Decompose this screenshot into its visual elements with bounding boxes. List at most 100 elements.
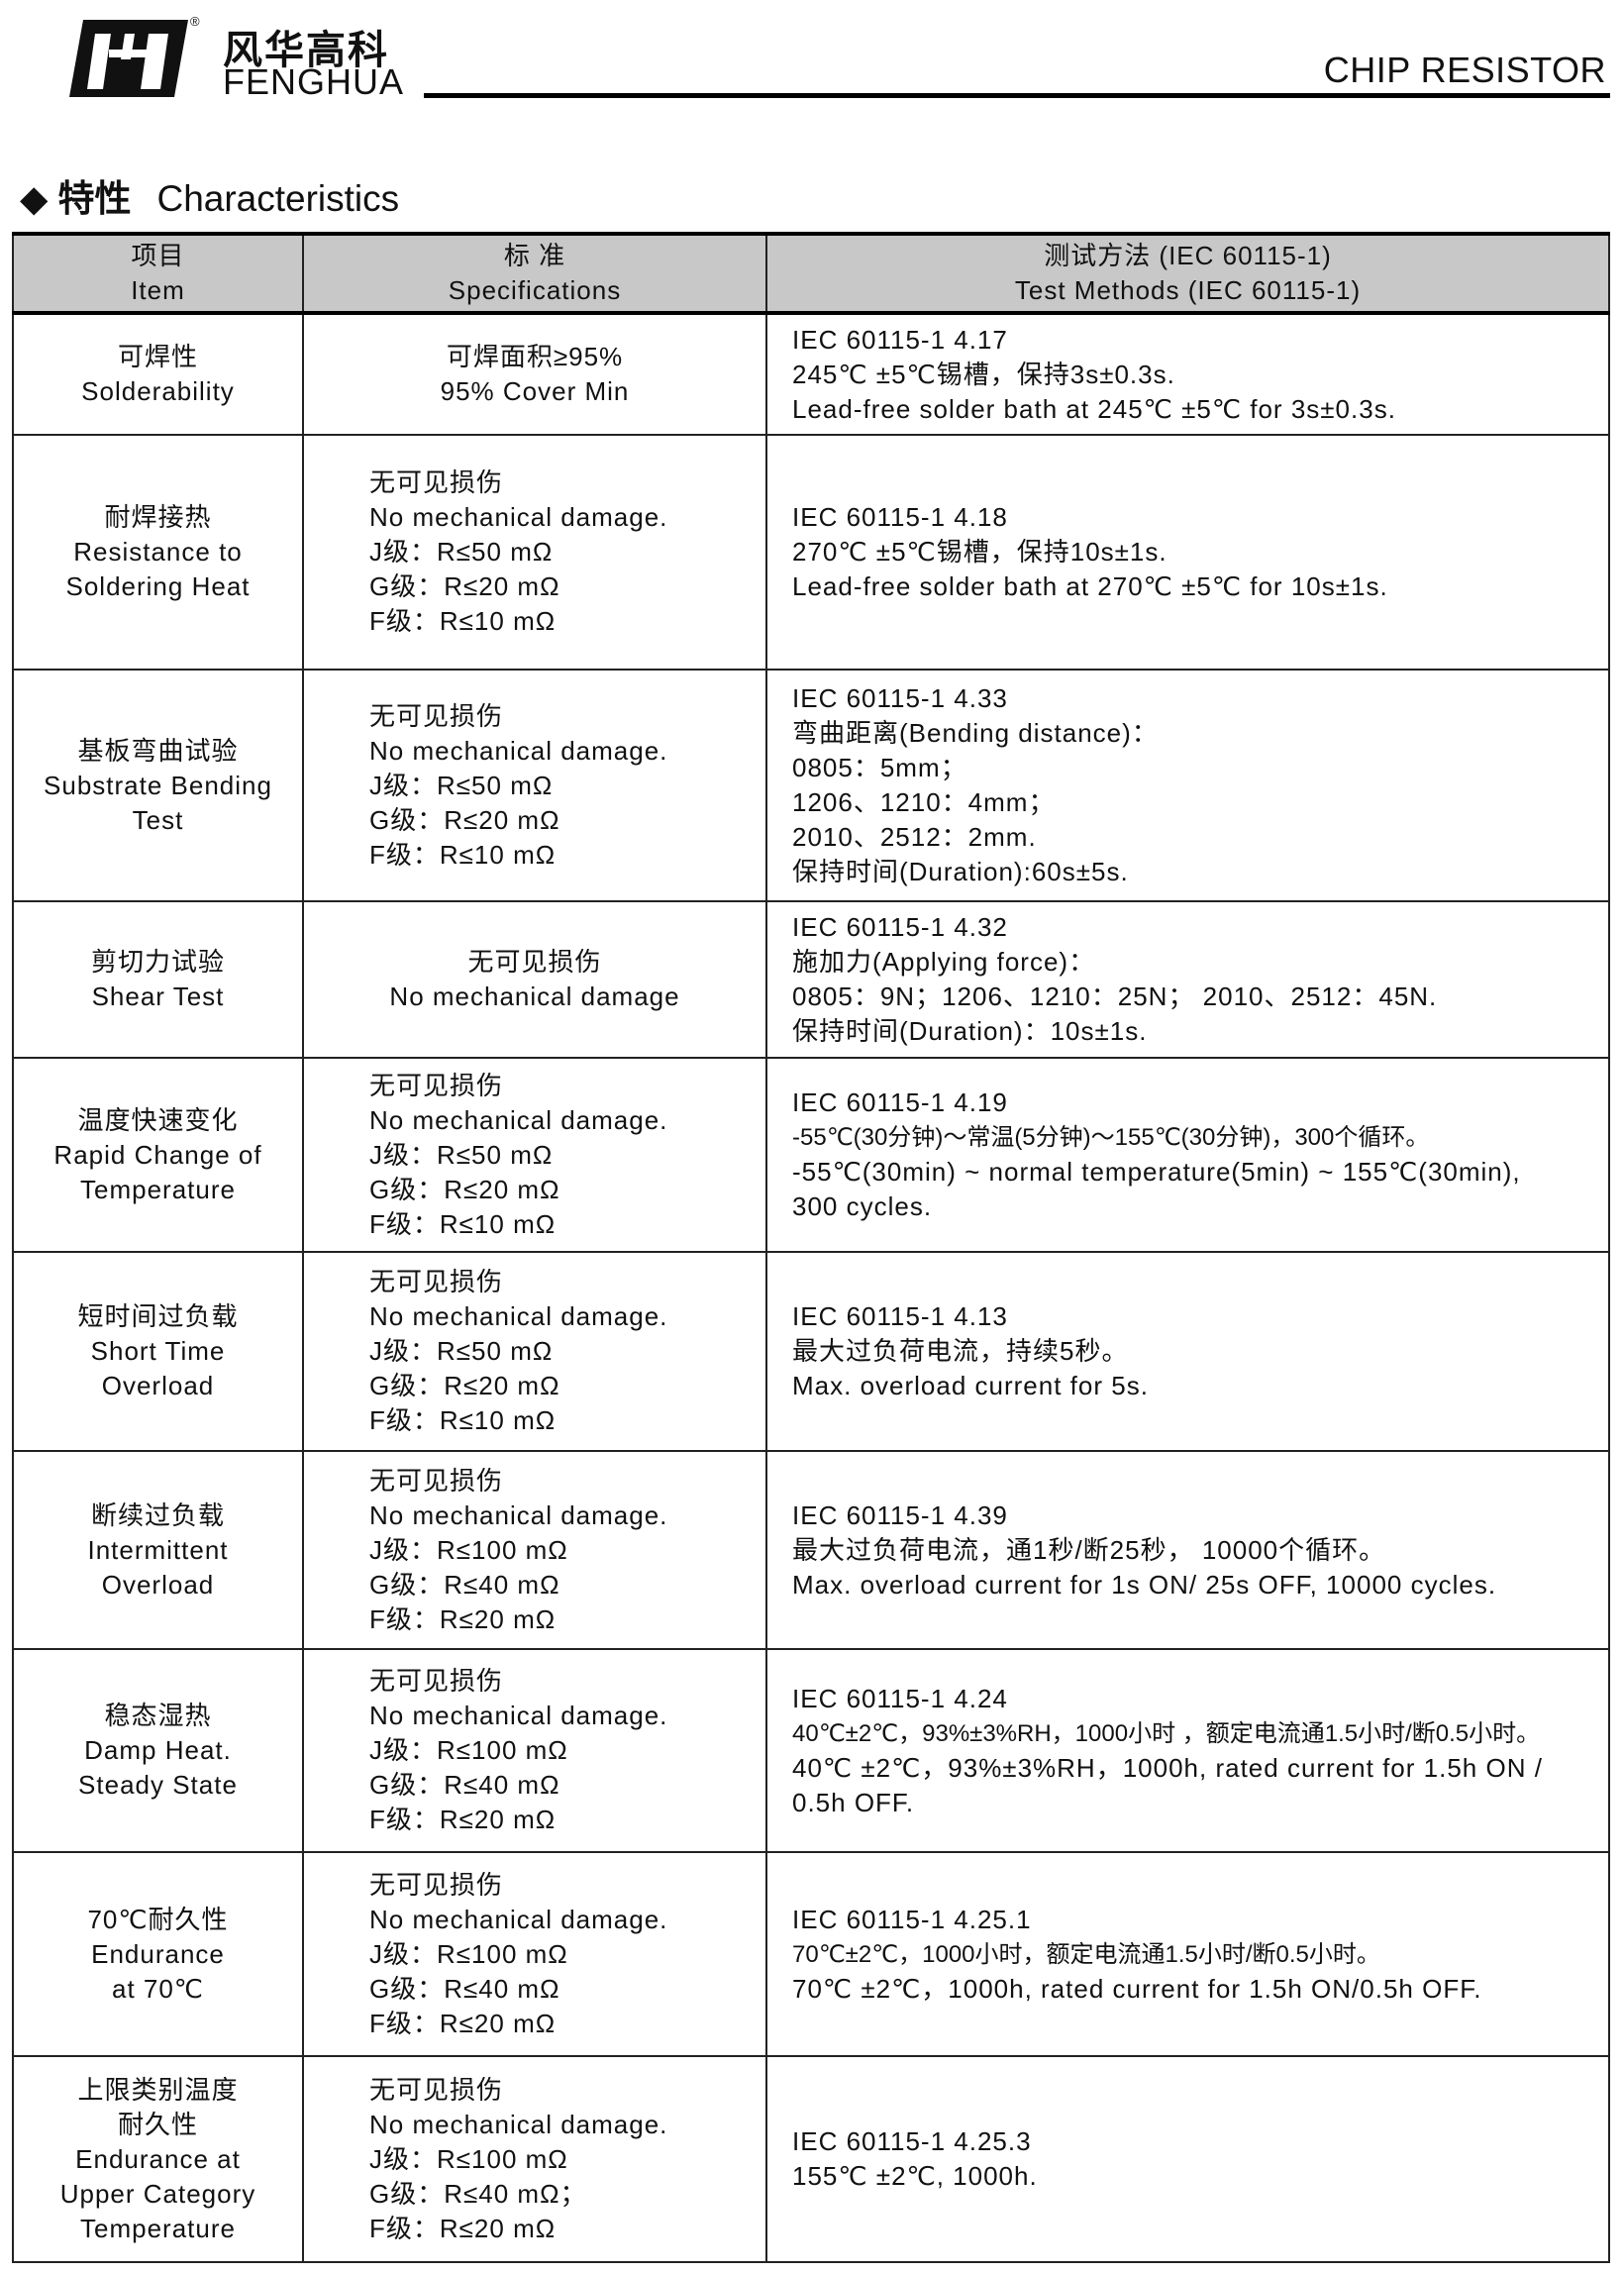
item-cell: 短时间过负载 Short Time Overload [12,1251,304,1452]
item-cell: 可焊性 Solderability [12,312,304,436]
item-cell: 耐焊接热 Resistance to Soldering Heat [12,434,304,671]
spec-line: J级：R≤100 mΩ [369,2143,568,2174]
item-cell: 稳态湿热 Damp Heat. Steady State [12,1648,304,1853]
item-line: 上限类别温度 [77,2074,239,2105]
spec-line: J级：R≤100 mΩ [369,1938,568,1969]
method-cell: IEC 60115-1 4.17 245℃ ±5℃锡槽，保持3s±0.3s. Lea… [765,312,1610,436]
method-line: Max. overload current for 1s ON/ 25s OFF… [792,1569,1497,1600]
item-line: Overload [101,1371,215,1400]
method-line: 245℃ ±5℃锡槽，保持3s±0.3s. [792,359,1175,389]
spec-line: F级：R≤10 mΩ [369,1405,557,1435]
spec-line: 无可见损伤 [369,467,504,497]
method-cell: IEC 60115-1 4.13 最大过负荷电流，持续5秒。 Max. overlo… [765,1251,1610,1452]
table-row: 基板弯曲试验 Substrate Bending Test 无可见损伤 No mecha… [12,669,1610,902]
table-row: 耐焊接热 Resistance to Soldering Heat 无可见损伤 No m… [12,434,1610,671]
spec-line: No mechanical damage. [369,735,668,766]
method-line: 最大过负荷电流，通1秒/断25秒， 10000个循环。 [792,1534,1386,1565]
spec-line: 无可见损伤 [369,1267,504,1296]
item-line: Short Time [90,1336,226,1366]
method-line: 40℃±2℃，93%±3%RH，1000小时 ，额定电流通1.5小时/断0.5小… [792,1719,1541,1747]
table-row: 稳态湿热 Damp Heat. Steady State 无可见损伤 No mechan… [12,1648,1610,1853]
method-line: IEC 60115-1 4.39 [792,1499,1008,1530]
item-line: Resistance to [73,537,243,567]
table-row: 断续过负载 Intermittent Overload 无可见损伤 No mechani… [12,1450,1610,1650]
method-line: IEC 60115-1 4.25.1 [792,1904,1032,1934]
spec-line: G级：R≤40 mΩ [369,1973,560,2004]
item-cell: 70℃耐久性 Endurance at 70℃ [12,1851,304,2057]
spec-line: 无可见损伤 [467,947,602,977]
item-line: 耐焊接热 [104,502,212,532]
column-header-test-methods: 测试方法 (IEC 60115-1) Test Methods (IEC 6011… [765,232,1610,315]
document-title: CHIP RESISTOR [1323,50,1606,90]
spec-line: G级：R≤20 mΩ [369,804,560,835]
item-cell: 上限类别温度 耐久性 Endurance at Upper Category Tempe… [12,2055,304,2263]
item-cell: 剪切力试验 Shear Test [12,900,304,1059]
spec-line: 95% Cover Min [440,376,630,406]
item-line: Damp Heat. [84,1735,232,1765]
method-line: 0805：9N；1206、1210：25N； 2010、2512：45N. [792,982,1438,1011]
method-line: 1206、1210：4mm； [792,787,1056,817]
spec-cell: 无可见损伤 No mechanical damage. J级：R≤50 mΩ G级：R… [302,434,767,671]
method-line: -55℃(30min) ~ normal temperature(5min) ~… [792,1157,1521,1187]
method-line: 保持时间(Duration)：10s±1s. [792,1016,1148,1046]
method-line: 270℃ ±5℃锡槽，保持10s±1s. [792,537,1167,567]
header-rule [424,93,1610,98]
item-line: 断续过负载 [90,1499,225,1530]
method-line: 70℃ ±2℃，1000h, rated current for 1.5h ON… [792,1973,1482,2004]
characteristics-table: 项目 Item 标 准 Specifications 测试方法 (IEC 60115… [12,232,1610,2263]
item-cell: 基板弯曲试验 Substrate Bending Test [12,669,304,902]
method-cell: IEC 60115-1 4.25.3 155℃ ±2℃, 1000h. [765,2055,1610,2263]
spec-cell: 无可见损伤 No mechanical damage. J级：R≤100 mΩ G级：… [302,1648,767,1853]
method-cell: IEC 60115-1 4.39 最大过负荷电流，通1秒/断25秒， 10000个… [765,1450,1610,1650]
method-line: 300 cycles. [792,1191,933,1221]
item-line: 剪切力试验 [90,947,225,977]
spec-line: 无可见损伤 [369,1465,504,1496]
spec-line: F级：R≤20 mΩ [369,2213,557,2243]
section-heading: ◆ 特性 Characteristics [20,168,399,222]
item-cell: 断续过负载 Intermittent Overload [12,1450,304,1650]
spec-line: G级：R≤40 mΩ； [369,2178,587,2209]
spec-line: 可焊面积≥95% [446,342,624,371]
spec-line: F级：R≤10 mΩ [369,839,557,870]
method-line: 最大过负荷电流，持续5秒。 [792,1336,1129,1366]
item-line: at 70℃ [111,1973,205,2004]
spec-line: 无可见损伤 [369,1869,504,1900]
method-cell: IEC 60115-1 4.24 40℃±2℃，93%±3%RH，1000小时 ，… [765,1648,1610,1853]
method-line: IEC 60115-1 4.33 [792,683,1008,713]
method-line: IEC 60115-1 4.17 [792,324,1008,355]
spec-cell: 无可见损伤 No mechanical damage. J级：R≤50 mΩ G级：R… [302,1251,767,1452]
item-line: Temperature [80,2213,236,2243]
spec-line: J级：R≤100 mΩ [369,1534,568,1565]
item-line: Endurance [91,1938,225,1969]
item-line: Substrate Bending [44,770,272,800]
table-row: 温度快速变化 Rapid Change of Temperature 无可见损伤 No … [12,1057,1610,1253]
item-line: 温度快速变化 [77,1104,239,1135]
method-line: IEC 60115-1 4.24 [792,1683,1008,1713]
spec-line: F级：R≤10 mΩ [369,606,557,636]
spec-line: F级：R≤20 mΩ [369,1805,557,1834]
item-line: Upper Category [59,2178,256,2209]
item-line: 可焊性 [117,342,198,371]
spec-line: J级：R≤50 mΩ [369,537,554,567]
company-logo: ® 风华高科 FENGHUA [69,14,406,102]
item-cell: 温度快速变化 Rapid Change of Temperature [12,1057,304,1253]
spec-cell: 无可见损伤 No mechanical damage. J级：R≤100 mΩ G级：… [302,2055,767,2263]
item-line: Temperature [80,1174,236,1204]
spec-line: J级：R≤50 mΩ [369,1336,554,1366]
method-line: IEC 60115-1 4.25.3 [792,2126,1032,2156]
table-row: 上限类别温度 耐久性 Endurance at Upper Category Tempe… [12,2055,1610,2263]
item-line: Endurance at [75,2143,241,2174]
method-line: 155℃ ±2℃, 1000h. [792,2161,1038,2191]
method-line: -55℃(30分钟)～常温(5分钟)～155℃(30分钟)，300个循环。 [792,1124,1430,1151]
table-row: 剪切力试验 Shear Test 无可见损伤 No mechanical damage… [12,900,1610,1059]
method-cell: IEC 60115-1 4.33 弯曲距离(Bending distance)： 0… [765,669,1610,902]
method-line: 70℃±2℃，1000小时，额定电流通1.5小时/断0.5小时。 [792,1940,1380,1968]
spec-line: G级：R≤20 mΩ [369,571,560,601]
method-cell: IEC 60115-1 4.25.1 70℃±2℃，1000小时，额定电流通1.5… [765,1851,1610,2057]
spec-line: J级：R≤100 mΩ [369,1735,568,1765]
spec-line: F级：R≤20 mΩ [369,2008,557,2038]
method-line: IEC 60115-1 4.18 [792,502,1008,532]
spec-line: J级：R≤50 mΩ [369,1139,554,1170]
table-row: 70℃耐久性 Endurance at 70℃ 无可见损伤 No mechanical … [12,1851,1610,2057]
spec-line: No mechanical damage. [369,2109,668,2139]
